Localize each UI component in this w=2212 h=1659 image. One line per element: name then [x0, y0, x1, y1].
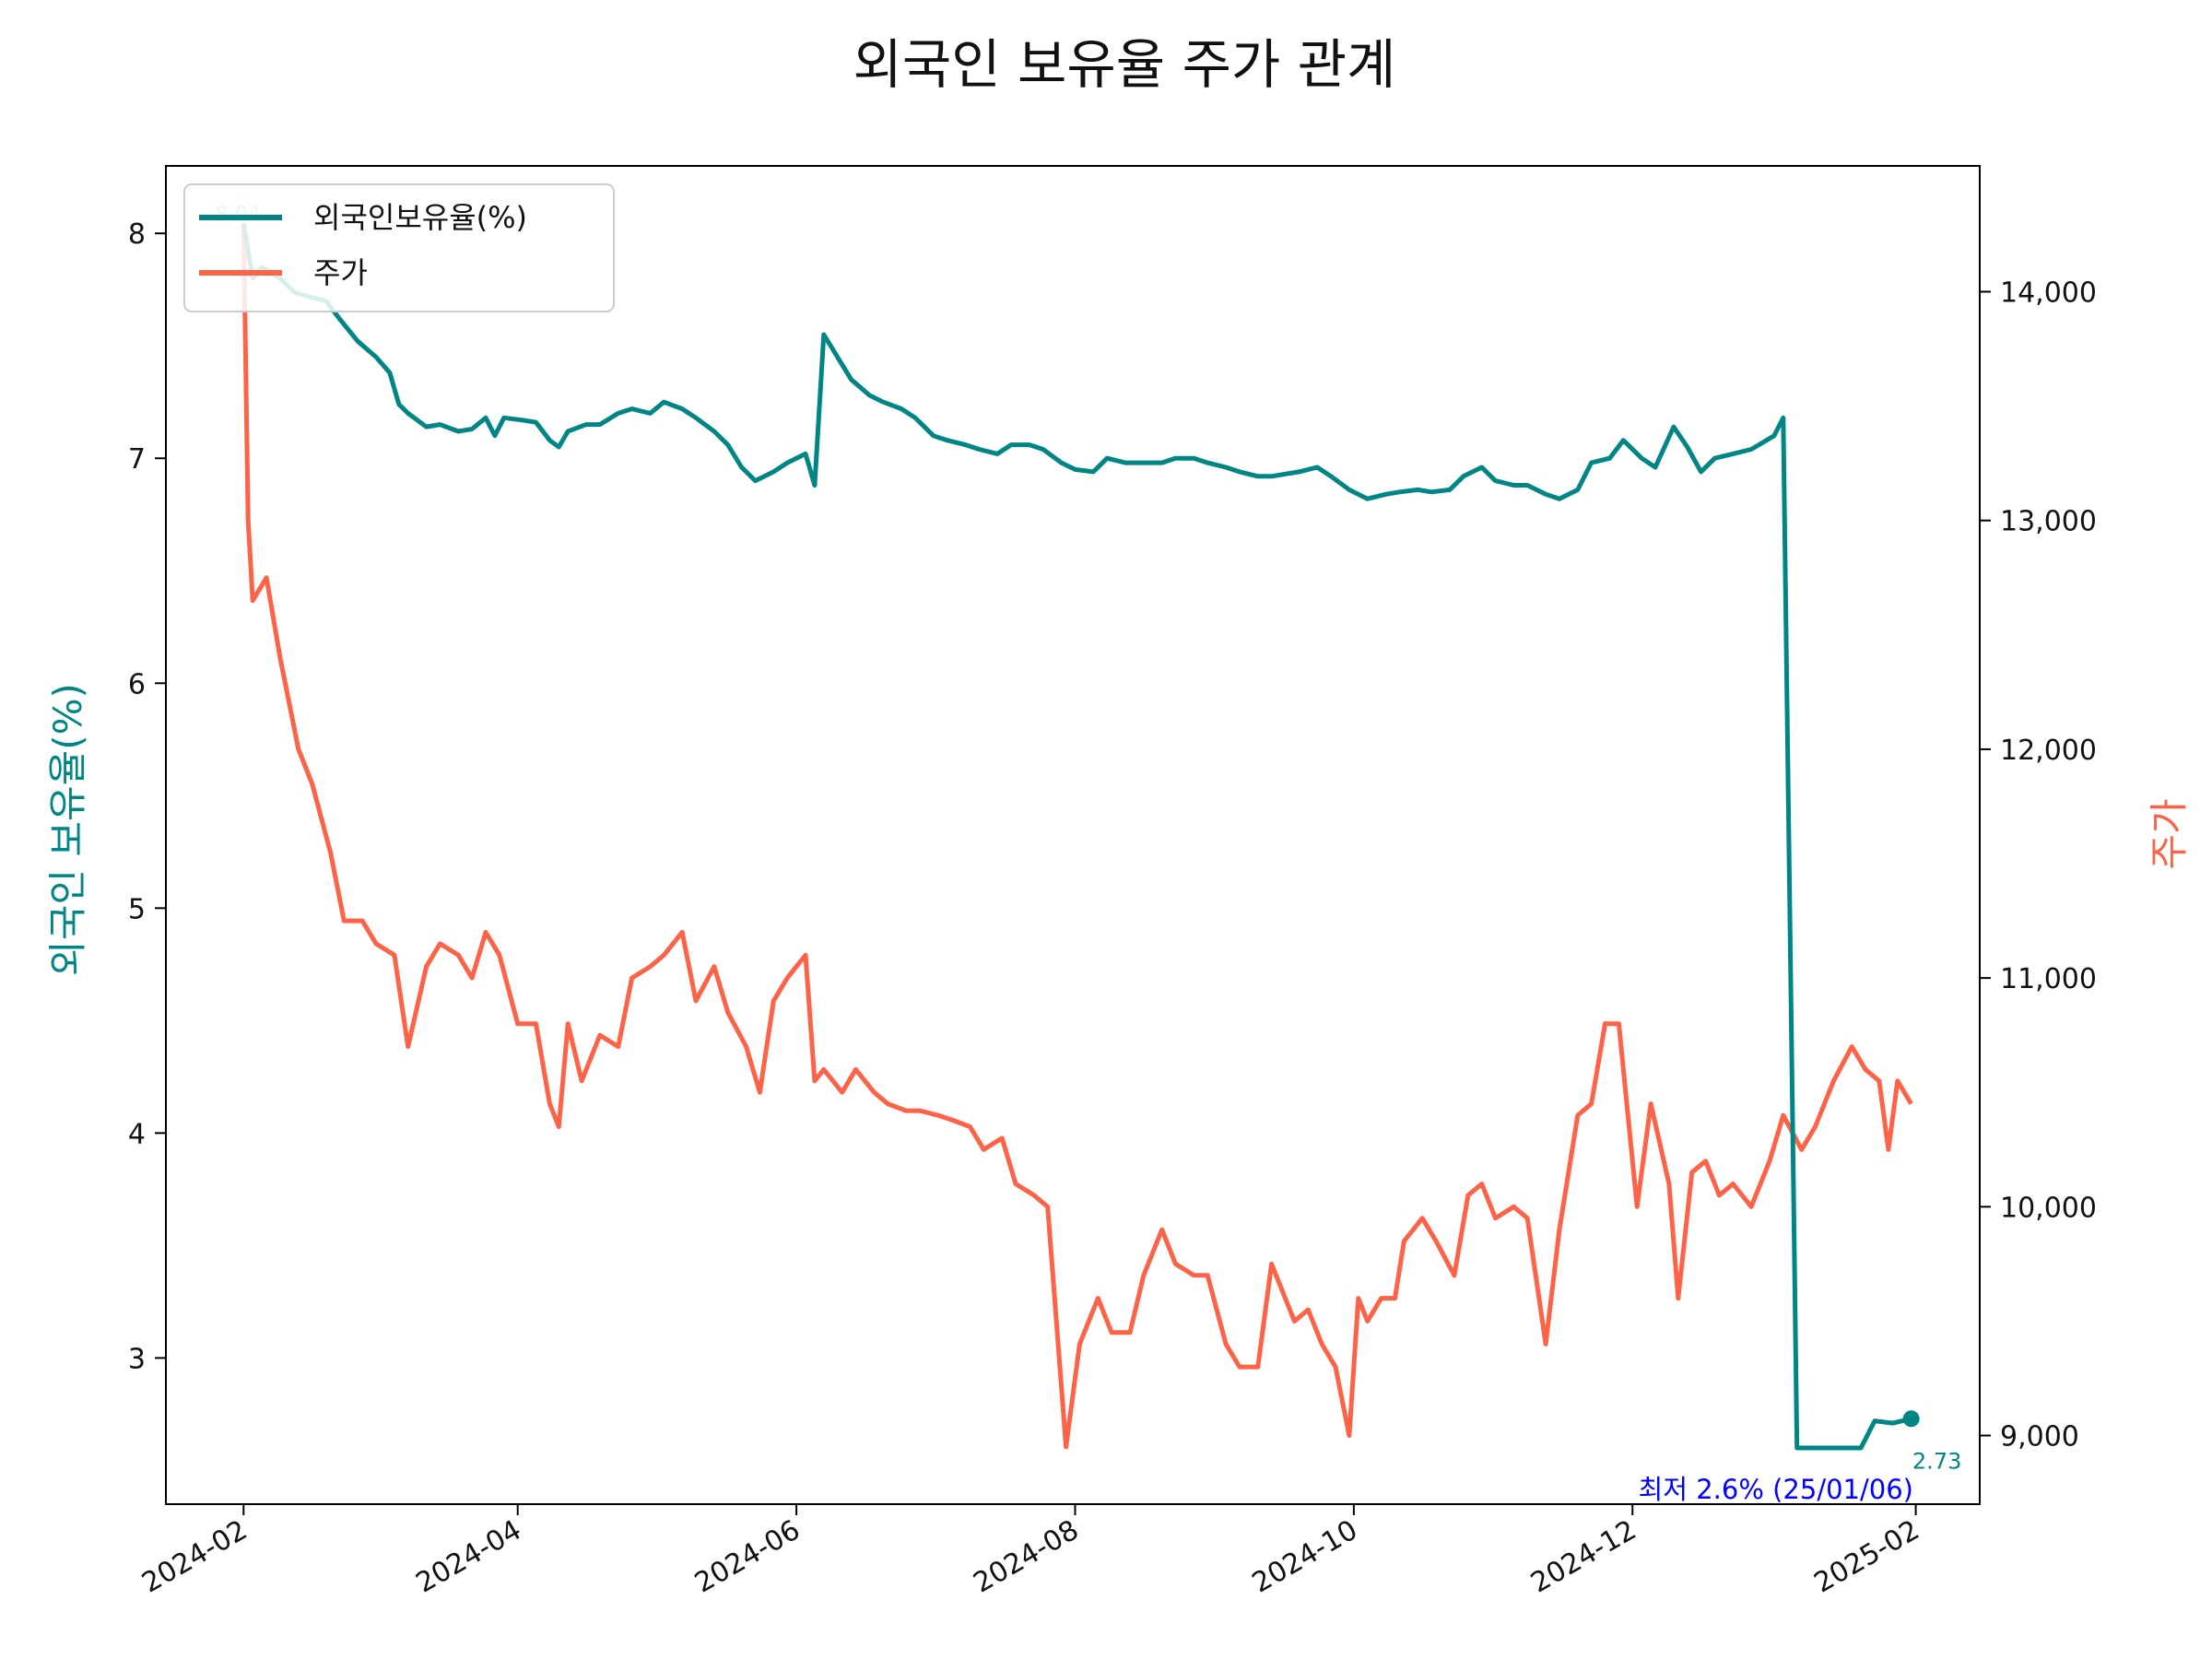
y-left-tick-label: 5	[128, 893, 146, 925]
legend: 외국인보유율(%) 주가	[183, 183, 615, 312]
y-right-tick-label: 12,000	[2000, 735, 2097, 767]
y-right-tick-label: 10,000	[2000, 1192, 2097, 1224]
x-tick-label: 2024-06	[689, 1514, 806, 1600]
y-axis-right-label: 주가	[2147, 798, 2192, 869]
x-tick-label: 2024-08	[968, 1514, 1084, 1600]
y-axis-right: 9,000 10,000 11,000 12,000 13,000 14,000	[1980, 277, 2097, 1453]
x-tick-label: 2025-02	[1809, 1514, 1925, 1600]
series-line-foreign-ratio	[241, 223, 1912, 1451]
plot-area	[165, 165, 1981, 1505]
plot-frame	[165, 165, 1981, 1505]
legend-label-price: 주가	[313, 255, 368, 290]
series-layer	[241, 223, 1913, 1451]
x-tick-label: 2024-10	[1247, 1514, 1363, 1600]
y-right-tick-label: 13,000	[2000, 506, 2097, 538]
y-right-tick-label: 14,000	[2000, 277, 2097, 310]
y-left-tick-label: 7	[128, 443, 146, 476]
series-line-price	[241, 223, 1913, 1450]
y-left-tick-label: 8	[128, 218, 146, 251]
legend-box	[183, 183, 615, 312]
chart-title: 외국인 보유율 주가 관계	[853, 33, 1396, 96]
x-tick-label: 2024-04	[411, 1514, 527, 1600]
y-left-tick-label: 6	[128, 668, 146, 700]
last-value-marker	[1902, 1410, 1920, 1428]
y-right-tick-label: 11,000	[2000, 963, 2097, 995]
x-tick-label: 2024-02	[136, 1514, 253, 1600]
annotation-minimum: 최저 2.6% (25/01/06)	[1639, 1474, 1913, 1505]
x-tick-label: 2024-12	[1525, 1514, 1641, 1600]
annotation-last-value: 2.73	[1912, 1448, 1961, 1474]
legend-label-foreign-ratio: 외국인보유율(%)	[313, 200, 527, 235]
x-axis: 2024-02 2024-04 2024-06 2024-08 2024-10 2024-…	[136, 1504, 1925, 1600]
y-left-tick-label: 4	[128, 1118, 146, 1150]
y-axis-left-label: 외국인 보유율(%)	[45, 683, 90, 976]
y-right-tick-label: 9,000	[2000, 1421, 2079, 1453]
y-left-tick-label: 3	[128, 1343, 146, 1375]
y-axis-left: 3 4 5 6 7 8	[128, 218, 166, 1375]
